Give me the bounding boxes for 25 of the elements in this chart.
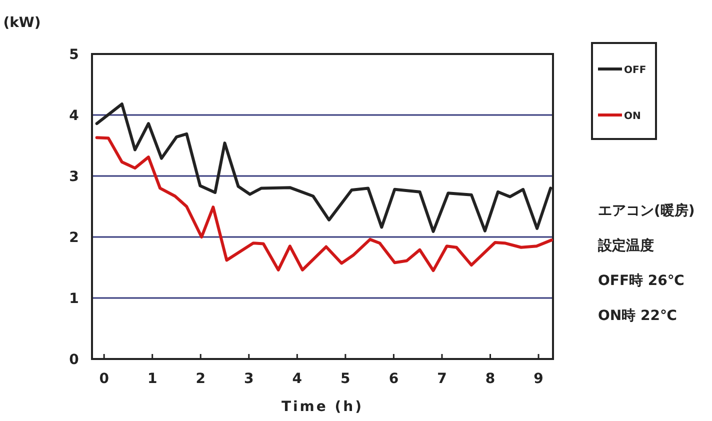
text: 設定温度 bbox=[597, 237, 654, 254]
x-tick-label: 2 bbox=[196, 371, 206, 387]
text: エアコン(暖房) bbox=[598, 202, 695, 219]
x-axis-title: Time (h) bbox=[281, 399, 364, 415]
x-tick-label: 1 bbox=[147, 371, 158, 387]
line-series bbox=[95, 136, 554, 272]
x-tick-label: 8 bbox=[485, 371, 496, 387]
x-tick-label: 0 bbox=[99, 371, 110, 387]
y-axis-title: (kW) bbox=[3, 15, 41, 31]
y-tick-label: 0 bbox=[69, 352, 80, 368]
y-tick-label: 2 bbox=[69, 230, 79, 246]
legend-label: OFF bbox=[624, 65, 646, 76]
x-tick-label: 7 bbox=[437, 371, 447, 387]
x-tick-label: 4 bbox=[292, 371, 302, 387]
y-tick-label: 4 bbox=[69, 108, 80, 124]
x-tick-label: 3 bbox=[244, 371, 254, 387]
x-tick-label: 5 bbox=[340, 371, 350, 387]
y-tick-label: 3 bbox=[69, 169, 79, 185]
text: OFF時 26℃ bbox=[598, 273, 684, 289]
y-tick-label: 1 bbox=[69, 291, 79, 307]
legend-label: ON bbox=[624, 111, 641, 122]
text: ON時 22℃ bbox=[598, 308, 677, 324]
x-tick-label: 9 bbox=[534, 371, 544, 387]
x-tick-label: 6 bbox=[388, 371, 399, 387]
y-tick-label: 5 bbox=[69, 47, 79, 63]
